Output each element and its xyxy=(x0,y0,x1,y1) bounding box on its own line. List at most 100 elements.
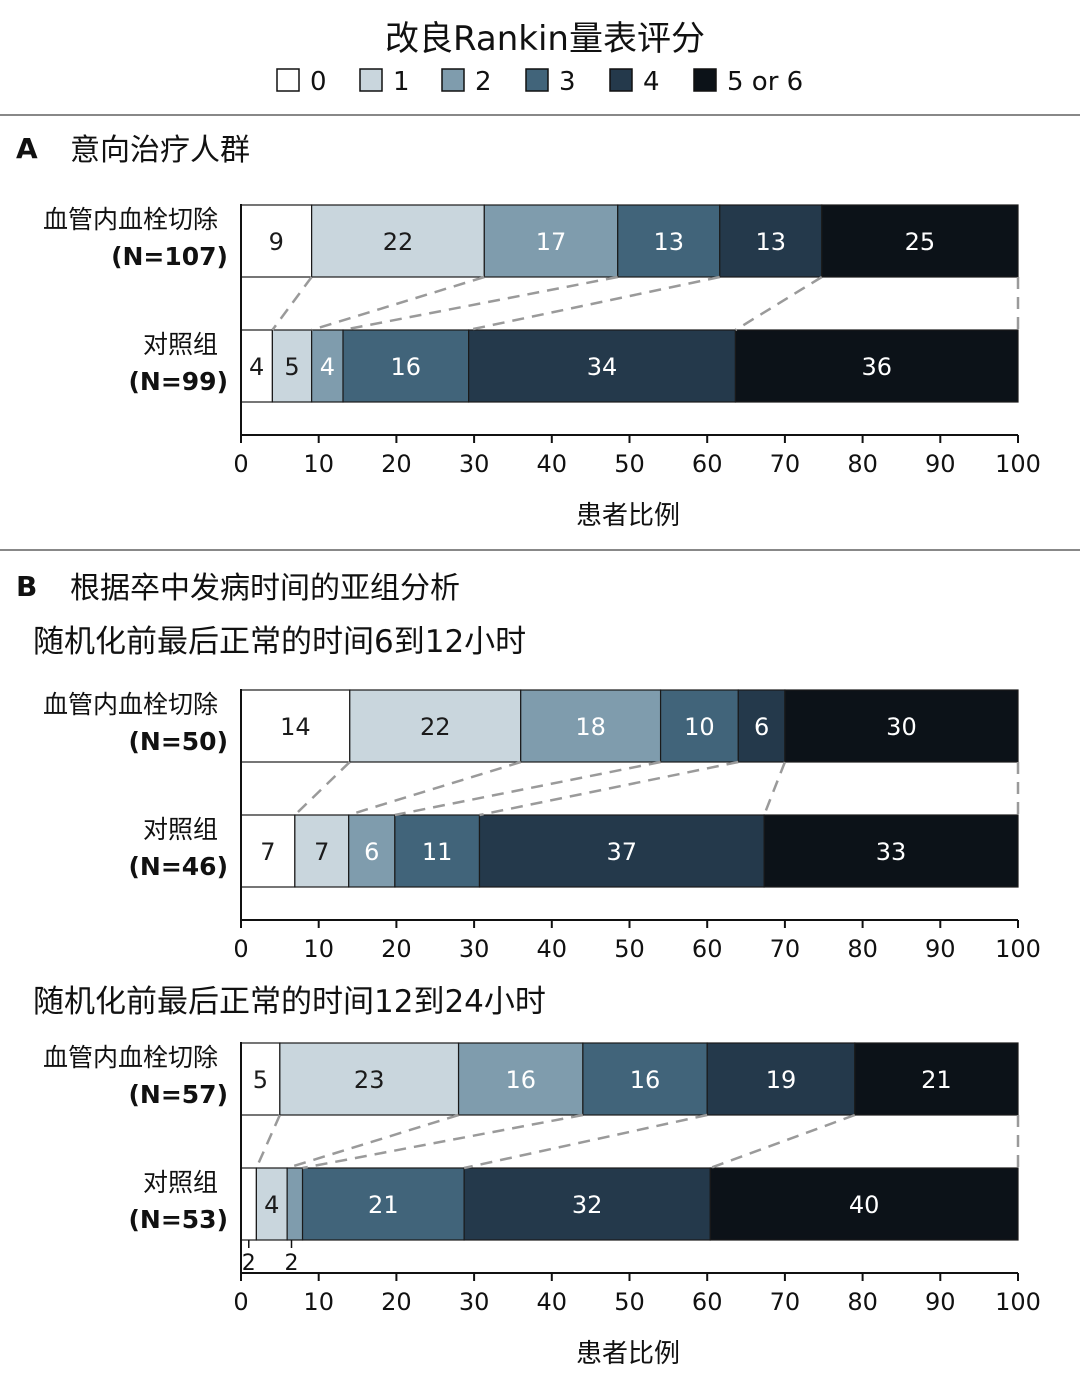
x-tick-label: 0 xyxy=(233,1288,248,1316)
bar-segment-mrs-0 xyxy=(240,1042,281,1116)
connector-line xyxy=(286,1113,459,1170)
bar-segment-mrs-5 xyxy=(854,1042,1019,1116)
x-tick-label: 60 xyxy=(692,450,723,478)
x-axis-label: 患者比例 xyxy=(576,1339,680,1369)
x-tick-label: 40 xyxy=(537,450,568,478)
bar-segment-mrs-3 xyxy=(659,689,739,763)
bar-segment-mrs-5 xyxy=(734,329,1019,403)
legend-swatch-5 xyxy=(693,68,717,92)
connector-line xyxy=(255,1114,281,1169)
row-n: (N=46) xyxy=(128,852,228,881)
connector-line xyxy=(394,760,661,817)
connector-line xyxy=(342,275,618,332)
x-tick-label: 50 xyxy=(614,1288,645,1316)
x-tick-label: 50 xyxy=(614,935,645,963)
row-label: 血管内血栓切除 xyxy=(43,205,218,234)
x-tick-label: 60 xyxy=(692,1288,723,1316)
bar-value-label: 36 xyxy=(861,353,892,381)
connector-line xyxy=(709,1113,856,1170)
bar-value-label: 17 xyxy=(536,228,567,256)
bar-value-label: 37 xyxy=(607,838,638,866)
bar-segment-mrs-3 xyxy=(582,1042,708,1116)
x-tick-label: 30 xyxy=(459,935,490,963)
bar-segment-mrs-1 xyxy=(271,329,313,403)
row-n: (N=53) xyxy=(128,1205,228,1234)
bar-value-label: 9 xyxy=(269,228,284,256)
x-axis-label: 患者比例 xyxy=(576,501,680,531)
legend-label-0: 0 xyxy=(310,67,327,97)
bar-value-label: 6 xyxy=(754,713,769,741)
bar-value-label: 5 xyxy=(253,1066,268,1094)
x-tick-label: 100 xyxy=(995,450,1041,478)
bar-segment-mrs-2 xyxy=(483,204,619,278)
x-tick-label: 90 xyxy=(925,450,956,478)
row-n: (N=50) xyxy=(128,727,228,756)
subgroup-title: 随机化前最后正常的时间6到12小时 xyxy=(33,624,526,660)
connector-line xyxy=(302,1113,584,1170)
bar-segment-mrs-4 xyxy=(468,329,737,403)
connector-line xyxy=(762,761,787,816)
subgroup-title: 随机化前最后正常的时间12到24小时 xyxy=(33,984,546,1020)
legend-swatch-4 xyxy=(609,68,633,92)
bar-value-label: 14 xyxy=(280,713,311,741)
row-label: 血管内血栓切除 xyxy=(43,690,218,719)
bar-segment-mrs-2 xyxy=(348,814,396,888)
x-tick-label: 20 xyxy=(381,1288,412,1316)
bar-value-label: 6 xyxy=(364,838,379,866)
bar-segment-mrs-5 xyxy=(784,689,1019,763)
panel-a-intention-to-treat: 血管内血栓切除 (N=107) 9 22 17 13 13 25 对照组 (N=99) 4 5 4 16 3… xyxy=(43,204,1041,531)
bar-segment-mrs-3 xyxy=(394,814,481,888)
bar-value-label: 4 xyxy=(249,353,264,381)
x-tick-label: 10 xyxy=(303,450,334,478)
bar-segment-mrs-5 xyxy=(763,814,1019,888)
bar-value-label: 10 xyxy=(684,713,715,741)
x-tick-label: 50 xyxy=(614,450,645,478)
panel-a-letter: A xyxy=(16,132,38,165)
x-tick-label: 80 xyxy=(847,935,878,963)
legend-label-4: 4 xyxy=(643,67,660,97)
bar-value-label: 25 xyxy=(905,228,936,256)
x-tick-label: 20 xyxy=(381,935,412,963)
legend: 0 1 2 3 4 5 or 6 xyxy=(276,67,803,97)
bar-segment-mrs-5 xyxy=(709,1167,1019,1241)
x-tick-label: 90 xyxy=(925,1288,956,1316)
bar-segment-mrs-4 xyxy=(463,1167,711,1241)
bar-value-label: 40 xyxy=(849,1191,880,1219)
x-tick-label: 10 xyxy=(303,1288,334,1316)
bar-value-label: 16 xyxy=(630,1066,661,1094)
bar-segment-mrs-5 xyxy=(821,204,1019,278)
x-tick-label: 30 xyxy=(459,450,490,478)
x-tick-label: 100 xyxy=(995,1288,1041,1316)
bar-value-label: 33 xyxy=(876,838,907,866)
outside-value-label: 2 xyxy=(285,1251,299,1276)
connector-line xyxy=(348,760,522,817)
x-tick-label: 80 xyxy=(847,1288,878,1316)
connector-line xyxy=(271,276,313,331)
row-label: 血管内血栓切除 xyxy=(43,1043,218,1072)
bar-segment-mrs-0 xyxy=(240,689,351,763)
bar-value-label: 7 xyxy=(260,838,275,866)
connector-line xyxy=(293,761,351,816)
x-tick-label: 60 xyxy=(692,935,723,963)
row-n: (N=99) xyxy=(128,367,228,396)
x-tick-label: 10 xyxy=(303,935,334,963)
legend-label-3: 3 xyxy=(559,67,576,97)
row-label: 对照组 xyxy=(143,815,218,844)
bar-segment-mrs-1 xyxy=(311,204,485,278)
bar-value-label: 4 xyxy=(320,353,335,381)
bar-value-label: 7 xyxy=(314,838,329,866)
bar-value-label: 13 xyxy=(653,228,684,256)
bar-value-label: 13 xyxy=(755,228,786,256)
panel-a-title: 意向治疗人群 xyxy=(70,133,250,168)
chart-title: 改良Rankin量表评分 xyxy=(385,19,705,59)
row-label: 对照组 xyxy=(143,330,218,359)
x-tick-label: 70 xyxy=(770,450,801,478)
panel-b-letter: B xyxy=(16,570,37,603)
bar-value-label: 32 xyxy=(572,1191,603,1219)
x-tick-label: 40 xyxy=(537,1288,568,1316)
x-tick-label: 90 xyxy=(925,935,956,963)
legend-swatch-3 xyxy=(525,68,549,92)
